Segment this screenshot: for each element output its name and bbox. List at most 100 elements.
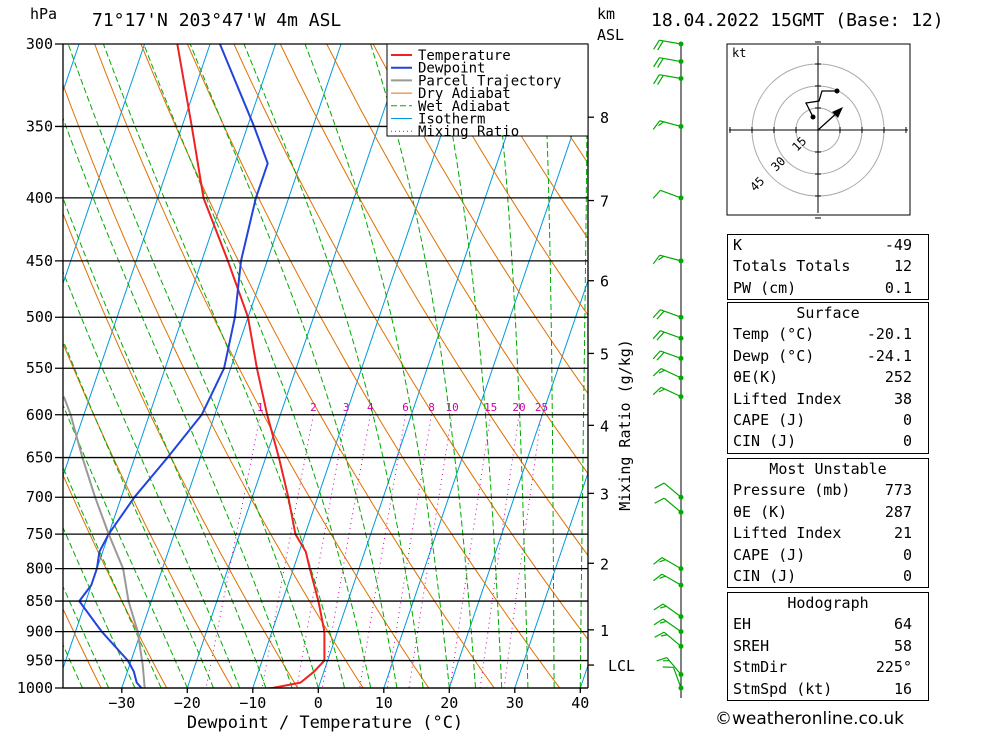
dry-adiabat-line xyxy=(63,212,299,688)
wind-barb xyxy=(653,573,684,588)
wind-barb-feather xyxy=(652,189,661,199)
pressure-tick-label: 500 xyxy=(26,308,53,326)
wind-barb-feather xyxy=(653,39,660,50)
x-tick-label: −20 xyxy=(174,694,201,712)
mixing-ratio-label: 4 xyxy=(367,401,374,414)
dry-adiabat-line xyxy=(279,44,588,557)
wet-adiabat-line xyxy=(63,466,162,688)
wind-barb-staff xyxy=(660,189,682,199)
wet-adiabat-line xyxy=(63,196,267,688)
isotherm-line xyxy=(121,44,342,688)
wind-barb-staff xyxy=(663,497,682,513)
pressure-tick-label: 750 xyxy=(26,525,53,543)
wind-barb xyxy=(654,482,684,500)
mixing-ratio-label: 20 xyxy=(512,401,525,414)
dry-adiabat-line xyxy=(63,342,233,688)
mixing-ratio-label: 25 xyxy=(535,401,548,414)
km-tick-label: 6 xyxy=(600,273,609,291)
isotherm-line xyxy=(63,44,277,670)
mixing-ratio-axis-label: Mixing Ratio (g/kg) xyxy=(616,339,634,511)
wet-adiabat-line xyxy=(304,44,450,688)
lcl-label: LCL xyxy=(608,657,635,675)
wind-barb xyxy=(652,254,684,265)
wind-barb-feather xyxy=(656,331,665,341)
wind-barb-staff xyxy=(660,350,682,359)
index-row: θE (K) 287 xyxy=(733,502,912,521)
km-tick-label: 7 xyxy=(600,193,609,211)
dry-adiabat-line xyxy=(465,44,588,240)
km-tick-label: 1 xyxy=(600,622,609,640)
wind-barb xyxy=(652,309,684,320)
wind-barb-feather xyxy=(653,618,664,626)
mixing-ratio-line xyxy=(205,414,261,688)
dry-adiabat-line xyxy=(63,607,102,688)
storm-motion-vector xyxy=(817,111,839,131)
pressure-tick-label: 700 xyxy=(26,488,53,506)
wind-barb xyxy=(652,350,684,361)
legend-item: Isotherm xyxy=(418,112,485,128)
wind-barb-feather xyxy=(659,559,666,563)
wind-barb xyxy=(654,631,684,649)
dry-adiabat-line xyxy=(419,44,588,317)
wind-barb xyxy=(662,666,684,691)
indices-unstable: Most Unstable Pressure (mb) 773 θE (K) 287… xyxy=(727,458,929,589)
wind-barb xyxy=(652,386,684,400)
wind-barb-feather xyxy=(659,605,667,609)
wind-barb-staff xyxy=(660,330,682,339)
index-row: K -49 xyxy=(733,236,912,254)
mixing-ratio-label: 8 xyxy=(428,401,435,414)
asl-label: ASL xyxy=(597,26,625,44)
index-row: Lifted Index 38 xyxy=(733,389,912,408)
wind-barb-feather xyxy=(656,351,665,361)
pressure-unit: hPa xyxy=(30,5,58,23)
mixing-ratio-label: 3 xyxy=(343,401,350,414)
wind-barb-feather xyxy=(657,58,664,68)
isotherm-line xyxy=(383,86,588,688)
legend-item: Mixing Ratio xyxy=(418,124,519,140)
wet-adiabat-line xyxy=(63,526,136,688)
wet-adiabat-line xyxy=(370,44,476,688)
legend-item: Dewpoint xyxy=(418,61,485,77)
index-row: SREH 58 xyxy=(733,636,912,655)
wind-barb-staff xyxy=(663,482,682,498)
legend-item: Temperature xyxy=(418,48,511,64)
index-row: Dewp (°C) -24.1 xyxy=(733,346,912,365)
index-row: Pressure (mb) 773 xyxy=(733,481,912,500)
wind-barb-staff xyxy=(672,667,682,689)
wind-barb-feather xyxy=(654,482,665,489)
axes: 1 2 3 4 6 8 10 15 20 2530035040045050055060065070… xyxy=(17,35,635,733)
wind-barb-feather xyxy=(653,57,660,68)
wet-adiabat-line xyxy=(579,44,588,688)
dry-adiabat-line xyxy=(94,44,430,688)
index-row: CIN (J) 0 xyxy=(733,566,912,585)
pressure-tick-label: 850 xyxy=(26,592,53,610)
legend-box xyxy=(386,43,589,137)
x-axis-label: Dewpoint / Temperature (°C) xyxy=(187,713,463,733)
dry-adiabat-line xyxy=(63,473,168,688)
pressure-tick-label: 300 xyxy=(26,35,53,53)
mixing-ratio-label: 2 xyxy=(310,401,317,414)
x-tick-label: 40 xyxy=(571,694,589,712)
index-row: StmDir 225° xyxy=(733,658,912,677)
wind-barb-feather xyxy=(652,350,661,360)
x-tick-label: −30 xyxy=(108,694,135,712)
dry-adiabat-line xyxy=(233,44,588,641)
wind-barb-feather xyxy=(658,121,664,127)
hodograph-trace xyxy=(805,90,837,118)
indices-hodograph: Hodograph EH 64 SREH 58 StmDir 225° StmSpd … xyxy=(727,592,929,701)
wind-barbs xyxy=(652,39,684,698)
wind-barb-feather xyxy=(652,309,661,319)
wind-barb-feather xyxy=(657,75,664,85)
km-tick-label: 8 xyxy=(600,109,609,127)
pressure-tick-label: 1000 xyxy=(17,679,53,697)
wind-barb-feather xyxy=(653,603,664,611)
isotherm-line xyxy=(448,279,588,688)
wind-barb xyxy=(653,603,684,620)
wind-barb-feather xyxy=(658,255,664,261)
wet-adiabat-line xyxy=(434,44,503,688)
index-row: PW (cm) 0.1 xyxy=(733,278,912,297)
dry-adiabat-line xyxy=(0,44,48,714)
wind-barb-feather xyxy=(656,657,668,662)
indices-main: K -49 Totals Totals 12 PW (cm) 0.1 xyxy=(727,234,929,301)
